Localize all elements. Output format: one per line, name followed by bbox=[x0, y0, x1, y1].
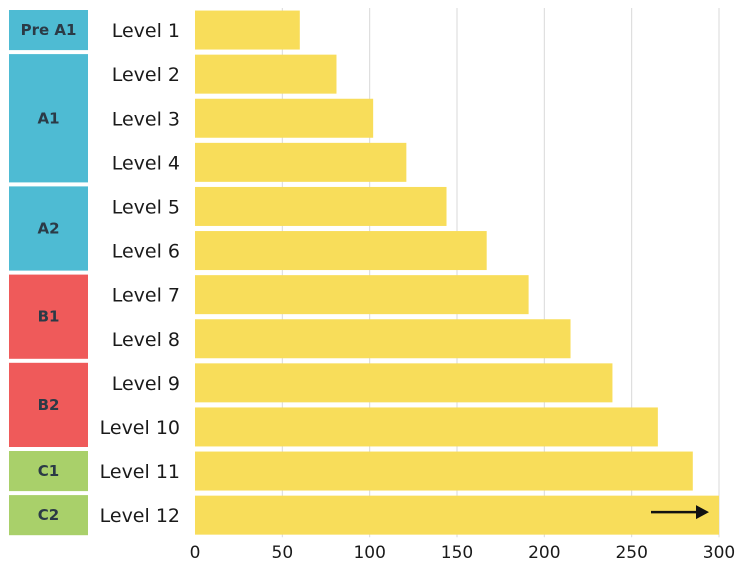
level-label: Level 6 bbox=[112, 241, 180, 263]
x-tick-label: 150 bbox=[441, 543, 473, 563]
cefr-group-box bbox=[9, 495, 88, 536]
cefr-group-box bbox=[9, 186, 88, 271]
bar bbox=[195, 186, 447, 226]
cefr-group-box bbox=[9, 54, 88, 183]
level-label: Level 12 bbox=[100, 505, 180, 527]
bar bbox=[195, 142, 407, 182]
bar bbox=[195, 10, 300, 50]
bar bbox=[195, 54, 337, 94]
level-label: Level 5 bbox=[112, 196, 180, 218]
bar bbox=[195, 231, 487, 271]
bar bbox=[195, 495, 719, 535]
cefr-group-label: B2 bbox=[38, 396, 60, 414]
level-label: Level 1 bbox=[112, 20, 180, 42]
arrow-annotation bbox=[651, 505, 709, 520]
cefr-group-label: C2 bbox=[38, 506, 59, 524]
cefr-group-box bbox=[9, 10, 88, 51]
cefr-group-label: A2 bbox=[37, 220, 59, 238]
x-tick-label: 100 bbox=[353, 543, 385, 563]
x-tick-label: 50 bbox=[272, 543, 294, 563]
cefr-group-label: A1 bbox=[37, 109, 59, 127]
bar bbox=[195, 451, 693, 491]
x-tick-label: 250 bbox=[615, 543, 647, 563]
level-label: Level 10 bbox=[100, 417, 180, 439]
bars bbox=[195, 10, 719, 535]
bar bbox=[195, 363, 613, 403]
level-label: Level 8 bbox=[112, 329, 180, 351]
level-label: Level 3 bbox=[112, 108, 180, 130]
level-labels: Level 1 Level 2 Level 3 Level 4 Level 5 Level… bbox=[100, 20, 180, 527]
cefr-group-label: B1 bbox=[38, 308, 60, 326]
level-label: Level 4 bbox=[112, 152, 180, 174]
level-label: Level 7 bbox=[112, 285, 180, 307]
level-label: Level 9 bbox=[112, 373, 180, 395]
level-label: Level 2 bbox=[112, 64, 180, 86]
bar bbox=[195, 98, 374, 138]
x-tick-label: 0 bbox=[190, 543, 201, 563]
cefr-group-box bbox=[9, 274, 88, 359]
cefr-group-label: Pre A1 bbox=[21, 21, 77, 39]
bar bbox=[195, 275, 529, 315]
cefr-group-label: C1 bbox=[38, 462, 59, 480]
cefr-group-box bbox=[9, 362, 88, 447]
level-label: Level 11 bbox=[100, 461, 180, 483]
x-tick-label: 200 bbox=[528, 543, 560, 563]
arrow-head bbox=[696, 505, 709, 520]
x-tick-label: 300 bbox=[703, 543, 735, 563]
x-axis-ticks: 0 50 100 150 200 250 300 bbox=[190, 543, 736, 563]
cefr-group-box bbox=[9, 451, 88, 492]
bar bbox=[195, 319, 571, 359]
cefr-group-boxes: Pre A1 A1 A2 B1 B2 C1 C2 bbox=[9, 10, 88, 536]
grid-lines bbox=[281, 8, 720, 538]
bar bbox=[195, 407, 658, 447]
